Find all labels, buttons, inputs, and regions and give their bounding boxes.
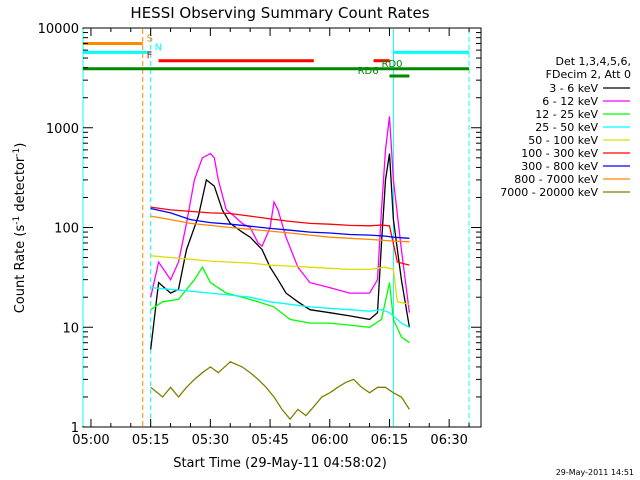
series-line-1 xyxy=(150,116,411,313)
legend-header-line-2: FDecim 2, Att 0 xyxy=(546,68,631,81)
y-tick-label: 100 xyxy=(54,222,79,237)
series-line-8 xyxy=(150,361,410,421)
series-line-2 xyxy=(150,265,410,344)
chart-title: HESSI Observing Summary Count Rates xyxy=(130,4,429,22)
x-axis: 05:00 05:15 05:30 05:45 06:00 06:15 06:30 xyxy=(72,28,470,448)
series-lines xyxy=(150,116,411,421)
y-label-sup1: -1 xyxy=(12,216,22,225)
y-tick-label: 10000 xyxy=(38,22,79,37)
flag-label-f: F xyxy=(147,51,153,62)
legend-entry-label: 25 - 50 keV xyxy=(535,121,598,134)
vertical-marker-lines xyxy=(82,29,470,426)
y-tick-label: 10 xyxy=(62,321,79,336)
legend-header-line-1: Det 1,3,4,5,6, xyxy=(555,55,631,68)
plot-timestamp: 29-May-2011 14:51 xyxy=(556,468,634,477)
y-label-mid: detector xyxy=(13,156,28,216)
flag-label-s: S xyxy=(147,33,153,44)
x-tick-label: 05:30 xyxy=(192,433,229,448)
series-line-6 xyxy=(150,207,410,239)
y-axis-label: Count Rate (s-1 detector-1) xyxy=(12,143,28,314)
series-line-5 xyxy=(150,206,410,266)
series-line-0 xyxy=(150,153,411,350)
legend-entry-label: 6 - 12 keV xyxy=(542,95,598,108)
legend-entry-label: 50 - 100 keV xyxy=(528,134,598,147)
y-axis: 1 10 100 1000 10000 xyxy=(38,22,481,436)
flag-label-rd0: RD0 xyxy=(382,59,403,70)
y-tick-label: 1000 xyxy=(46,122,79,137)
legend-entry-label: 300 - 800 keV xyxy=(521,160,598,173)
legend-entry-label: 7000 - 20000 keV xyxy=(500,186,598,199)
series-line-4 xyxy=(150,255,410,305)
y-label-suffix: ) xyxy=(13,143,28,148)
x-tick-label: 05:15 xyxy=(132,433,169,448)
flag-label-n: N xyxy=(155,42,162,53)
x-tick-label: 05:00 xyxy=(72,433,109,448)
series-line-3 xyxy=(150,286,410,328)
y-tick-label: 1 xyxy=(71,421,79,436)
legend-entry-label: 800 - 7000 keV xyxy=(514,173,598,186)
x-tick-label: 06:30 xyxy=(430,433,467,448)
legend: Det 1,3,4,5,6, FDecim 2, Att 0 3 - 6 keV… xyxy=(500,55,631,199)
legend-entry-label: 100 - 300 keV xyxy=(521,147,598,160)
x-tick-label: 05:45 xyxy=(251,433,288,448)
y-label-prefix: Count Rate (s xyxy=(13,225,28,314)
y-label-sup2: -1 xyxy=(12,148,22,157)
x-axis-label: Start Time (29-May-11 04:58:02) xyxy=(173,456,387,471)
series-line-7 xyxy=(150,215,410,243)
legend-entry-label: 3 - 6 keV xyxy=(549,82,598,95)
x-tick-label: 06:15 xyxy=(371,433,408,448)
x-tick-label: 06:00 xyxy=(311,433,348,448)
flag-label-rd6: RD6 xyxy=(358,66,379,77)
legend-entry-label: 12 - 25 keV xyxy=(535,108,598,121)
